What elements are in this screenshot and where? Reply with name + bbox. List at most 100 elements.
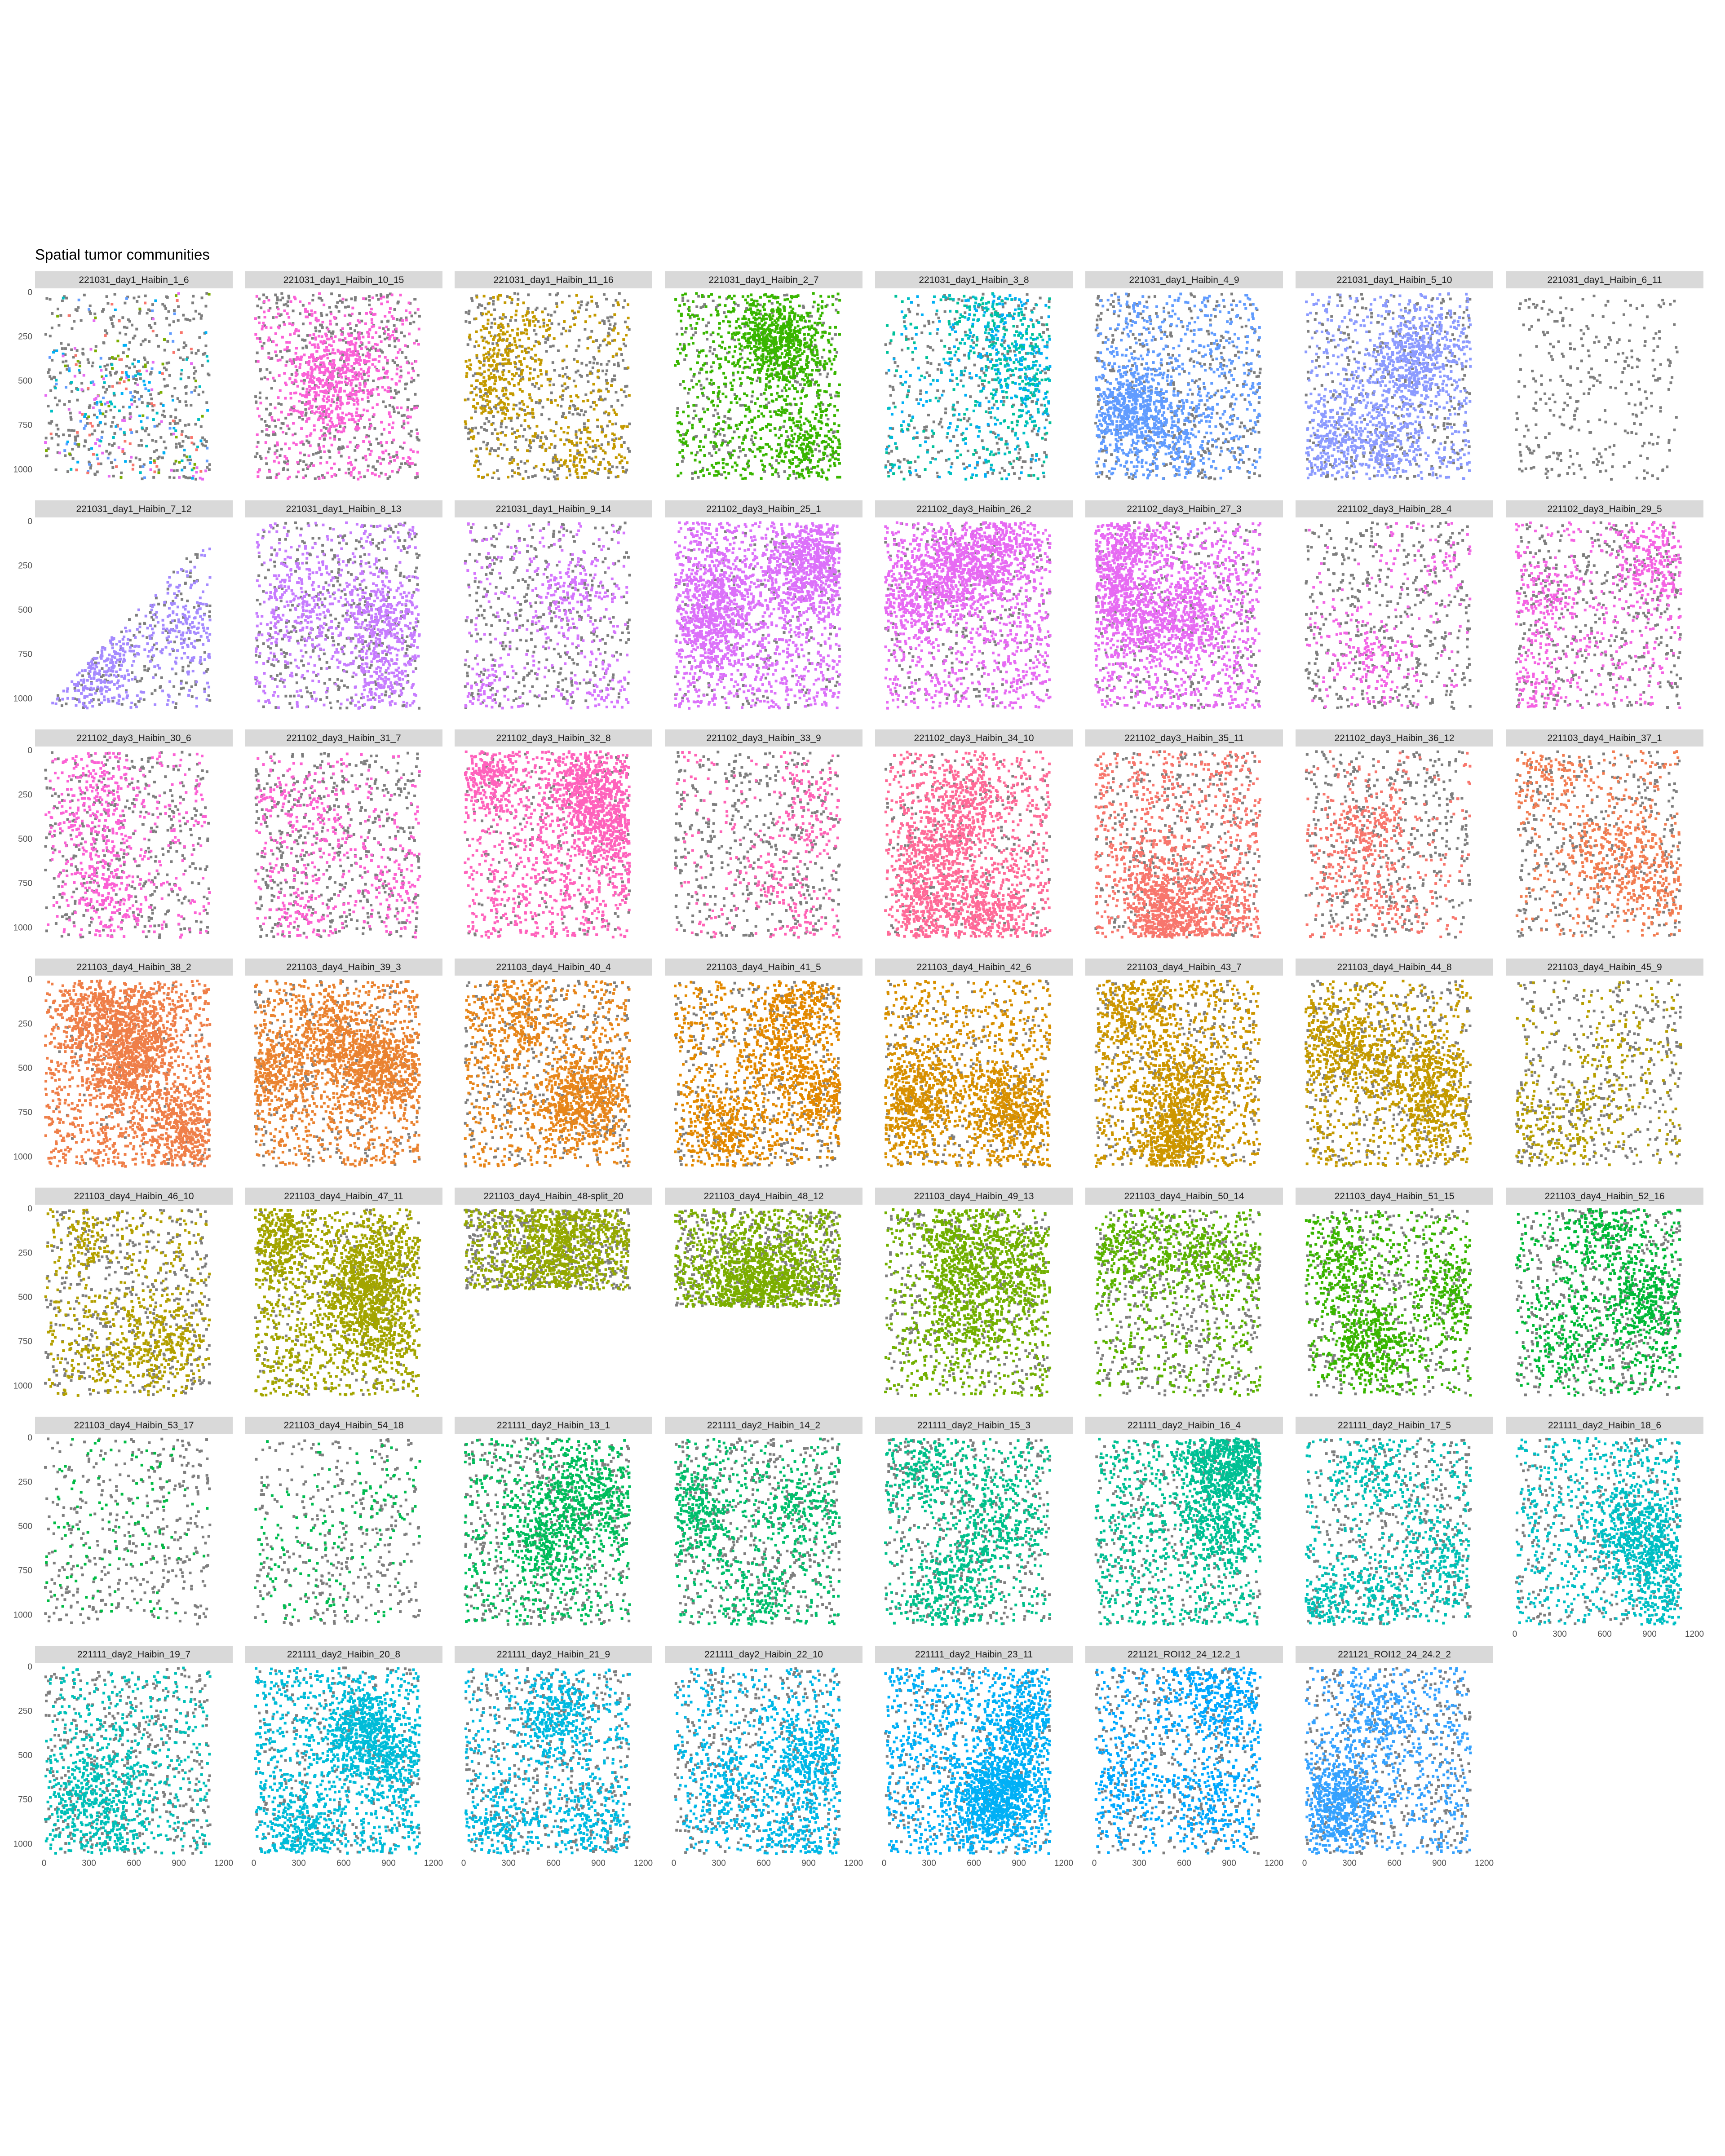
community-point: [70, 381, 73, 384]
community-point: [313, 333, 315, 336]
community-point: [321, 408, 324, 411]
background-point: [173, 309, 176, 312]
background-point: [103, 365, 106, 367]
background-point: [338, 310, 341, 313]
community-point: [372, 388, 374, 391]
community-point: [50, 410, 53, 412]
background-point: [112, 475, 115, 477]
community-point: [397, 351, 399, 354]
background-point: [263, 342, 265, 345]
community-point: [292, 433, 294, 436]
community-point: [351, 387, 354, 390]
community-point: [349, 348, 351, 351]
community-point: [201, 478, 204, 481]
community-point: [331, 475, 333, 478]
community-point: [363, 385, 366, 388]
community-point: [417, 308, 420, 311]
background-point: [105, 450, 108, 453]
background-point: [67, 344, 70, 346]
community-point: [328, 430, 331, 433]
community-point: [360, 341, 363, 344]
community-point: [291, 362, 294, 365]
community-point: [206, 459, 208, 462]
background-point: [269, 476, 272, 479]
background-point: [151, 439, 154, 442]
background-point: [148, 324, 151, 327]
community-point: [398, 380, 401, 382]
community-point: [369, 311, 372, 314]
community-point: [305, 396, 308, 398]
background-point: [102, 386, 105, 389]
community-point: [345, 414, 348, 416]
background-point: [181, 445, 184, 447]
background-point: [122, 351, 125, 354]
community-point: [348, 412, 350, 415]
background-point: [287, 300, 289, 303]
community-point: [406, 460, 409, 463]
background-point: [89, 305, 92, 307]
background-point: [354, 299, 357, 301]
community-point: [342, 417, 345, 420]
community-point: [199, 470, 202, 473]
community-point: [175, 460, 177, 463]
background-point: [267, 434, 270, 437]
community-point: [315, 350, 318, 353]
community-point: [304, 403, 307, 406]
community-point: [270, 327, 272, 329]
community-point: [277, 396, 279, 399]
community-point: [349, 461, 352, 464]
background-point: [385, 405, 387, 408]
background-point: [254, 395, 257, 398]
background-point: [277, 402, 280, 405]
community-point: [326, 369, 328, 371]
community-point: [261, 328, 263, 331]
community-point: [195, 466, 198, 469]
community-point: [146, 370, 148, 372]
background-point: [268, 447, 271, 450]
community-point: [378, 355, 381, 358]
background-point: [265, 368, 268, 371]
background-point: [150, 398, 153, 400]
community-point: [316, 378, 318, 381]
background-point: [327, 450, 330, 452]
community-point: [70, 468, 72, 471]
community-point: [283, 455, 286, 458]
community-point: [254, 317, 257, 320]
background-point: [155, 449, 158, 451]
background-point: [163, 410, 165, 412]
community-point: [351, 307, 354, 309]
community-point: [152, 318, 155, 320]
community-point: [389, 415, 392, 418]
community-point: [353, 399, 355, 402]
community-point: [300, 412, 303, 415]
background-point: [354, 296, 357, 299]
community-point: [44, 441, 47, 444]
community-point: [300, 380, 303, 382]
background-point: [58, 399, 61, 402]
community-point: [368, 328, 371, 331]
community-point: [272, 431, 275, 433]
community-point: [115, 358, 117, 360]
community-point: [107, 405, 110, 407]
community-point: [328, 344, 331, 346]
background-point: [389, 404, 391, 407]
background-point: [410, 380, 413, 383]
community-point: [317, 394, 320, 397]
community-point: [97, 463, 100, 465]
background-point: [180, 373, 182, 376]
background-point: [111, 421, 114, 424]
community-point: [94, 442, 97, 445]
community-point: [371, 336, 374, 339]
background-point: [56, 403, 58, 406]
community-point: [125, 388, 128, 390]
community-point: [161, 372, 164, 375]
background-point: [301, 401, 304, 404]
background-point: [70, 349, 73, 351]
background-point: [82, 348, 84, 350]
community-point: [318, 406, 321, 408]
background-point: [185, 344, 187, 347]
community-point: [318, 477, 320, 480]
background-point: [376, 294, 378, 296]
community-point: [142, 380, 145, 383]
background-point: [108, 357, 111, 360]
